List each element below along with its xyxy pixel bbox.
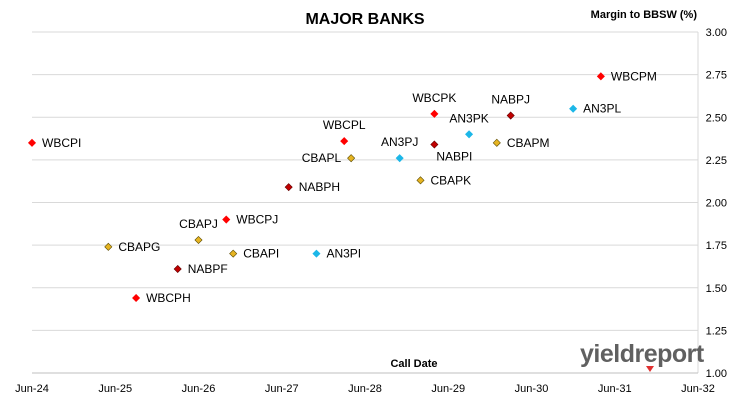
data-point-nabpj [506, 111, 515, 120]
y-tick-label: 2.75 [706, 70, 727, 82]
y-tick-label: 1.75 [706, 240, 727, 252]
x-tick-label: Jun-28 [348, 383, 382, 395]
x-tick-label: Jun-31 [598, 383, 632, 395]
point-label-wbcpm: WBCPM [611, 69, 657, 83]
data-point-wbcpk [430, 109, 439, 118]
y-tick-label: 2.25 [706, 155, 727, 167]
x-tick-label: Jun-24 [15, 383, 49, 395]
data-point-an3pj [395, 154, 404, 163]
x-tick-label: Jun-29 [431, 383, 465, 395]
y-tick-label: 1.50 [706, 283, 727, 295]
data-point-cbapk [416, 176, 425, 185]
data-point-wbcpi [27, 138, 37, 147]
point-label-wbcpk: WBCPK [412, 91, 456, 105]
logo-wordmark: yieldreport [580, 340, 705, 368]
point-label-cbapg: CBAPG [118, 240, 160, 254]
point-label-an3pl: AN3PL [583, 102, 621, 116]
point-label-nabpf: NABPF [188, 262, 228, 276]
y-tick-label: 2.00 [706, 198, 727, 210]
data-point-an3pi [312, 249, 321, 258]
point-label-wbcpi: WBCPI [42, 136, 81, 150]
data-point-an3pl [569, 104, 578, 113]
data-point-wbcph [132, 293, 141, 303]
point-label-cbapj: CBAPJ [179, 217, 218, 231]
data-points: WBCPI CBAPG WBCPH NABPF CBAPJ WBCPJ CBAPI NABPH… [27, 69, 657, 305]
logo-swoosh-icon [646, 366, 654, 372]
data-point-wbcpj [222, 215, 231, 224]
point-label-cbapi: CBAPI [243, 247, 279, 261]
point-label-cbapl: CBAPL [302, 151, 342, 165]
point-label-cbapm: CBAPM [507, 136, 550, 150]
y-tick-label: 1.25 [706, 325, 727, 337]
point-label-nabpi: NABPI [436, 150, 472, 164]
yieldreport-logo: yieldreport [580, 340, 705, 372]
x-tick-label: Jun-26 [182, 383, 216, 395]
y-tick-label: 1.00 [706, 368, 727, 380]
point-label-wbcpl: WBCPL [323, 118, 366, 132]
y-tick-labels: 1.00 1.25 1.50 1.75 2.00 2.25 2.50 2.75 3.00 [706, 27, 727, 380]
data-point-cbapi [229, 249, 238, 258]
data-point-cbapj [194, 235, 203, 245]
x-tick-labels: Jun-24 Jun-25 Jun-26 Jun-27 Jun-28 Jun-29 Jun-… [15, 383, 715, 395]
data-point-an3pk [465, 130, 474, 139]
point-label-cbapk: CBAPK [431, 173, 472, 187]
point-label-nabph: NABPH [299, 180, 340, 194]
x-tick-label: Jun-30 [515, 383, 549, 395]
point-label-an3pk: AN3PK [449, 111, 488, 125]
point-label-wbcph: WBCPH [146, 291, 191, 305]
point-label-an3pi: AN3PI [326, 247, 361, 261]
gridlines [32, 31, 698, 331]
y-tick-label: 3.00 [706, 27, 727, 39]
x-tick-label: Jun-25 [98, 383, 132, 395]
data-point-cbapl [347, 154, 356, 163]
data-point-wbcpm [596, 72, 605, 81]
x-tick-label: Jun-32 [681, 383, 715, 395]
data-point-nabpf [173, 264, 182, 274]
data-point-nabph [284, 183, 293, 192]
data-point-nabpi [430, 140, 439, 149]
data-point-cbapm [492, 138, 501, 147]
y-tick-label: 2.50 [706, 112, 727, 124]
point-label-nabpj: NABPJ [491, 93, 530, 107]
point-label-wbcpj: WBCPJ [236, 213, 278, 227]
x-axis-title: Call Date [390, 358, 437, 370]
y-axis-title: Margin to BBSW (%) [591, 9, 698, 21]
chart-title: MAJOR BANKS [305, 11, 424, 28]
data-point-wbcpl [340, 137, 349, 146]
data-point-cbapg [104, 242, 113, 251]
point-label-an3pj: AN3PJ [381, 135, 418, 149]
x-tick-label: Jun-27 [265, 383, 299, 395]
